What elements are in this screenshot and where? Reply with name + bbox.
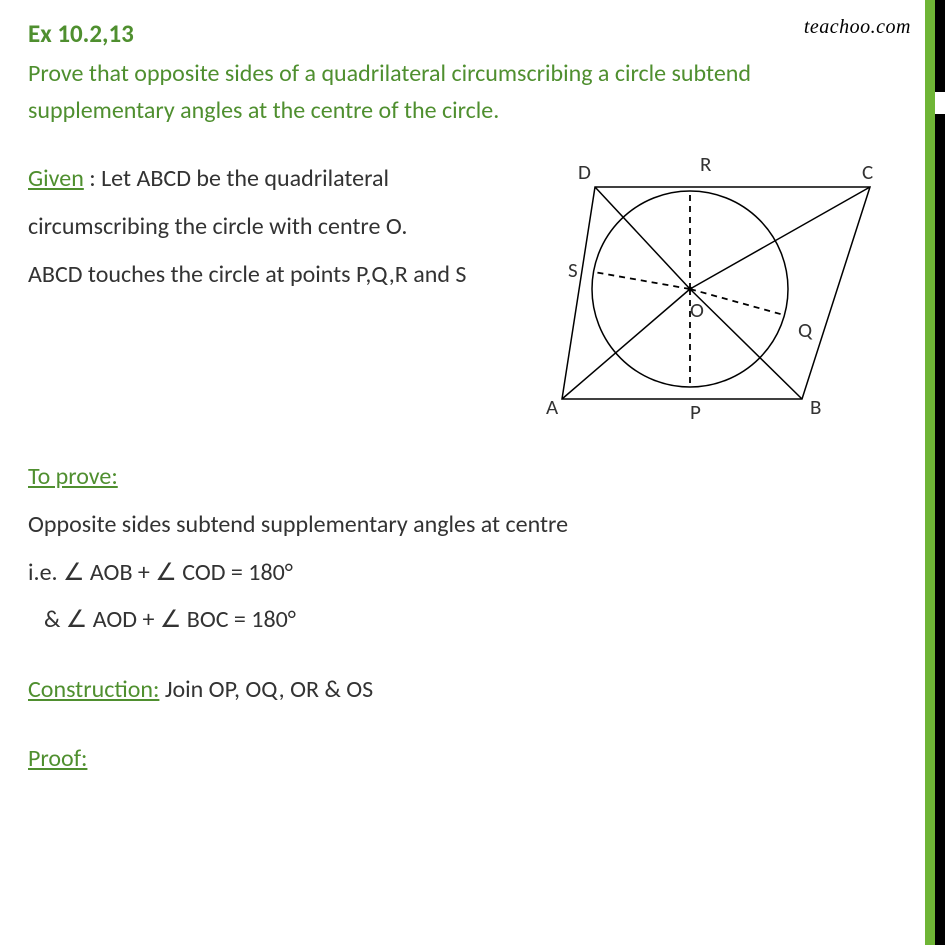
border-gap <box>935 92 945 114</box>
to-prove-line2: i.e. ∠ AOB + ∠ COD = 180° <box>28 553 870 593</box>
diagram-svg: A B C D P R S Q O <box>490 139 890 439</box>
given-block: Given : Let ABCD be the quadrilateral ci… <box>28 159 538 294</box>
construction-heading: Construction: <box>28 675 159 704</box>
page-content: Ex 10.2,13 Prove that opposite sides of … <box>0 0 900 779</box>
line-OB <box>690 289 802 399</box>
problem-statement: Prove that opposite sides of a quadrilat… <box>28 55 870 129</box>
line-OA <box>562 289 690 399</box>
exercise-number: Ex 10.2,13 <box>28 18 870 49</box>
label-P: P <box>690 399 701 425</box>
page-right-border <box>925 0 945 945</box>
border-green-strip <box>925 0 935 945</box>
given-line2: ABCD touches the circle at points P,Q,R … <box>28 255 538 295</box>
label-S: S <box>568 257 578 283</box>
to-prove-block: To prove: <box>28 457 870 497</box>
given-heading: Given <box>28 164 84 193</box>
geometry-diagram: A B C D P R S Q O <box>490 139 890 439</box>
label-R: R <box>700 151 712 177</box>
given-and-diagram-row: Given : Let ABCD be the quadrilateral ci… <box>28 159 870 449</box>
given-line1a: : Let ABCD be the quadrilateral <box>84 164 389 193</box>
center-point-O <box>688 287 693 292</box>
proof-heading: Proof: <box>28 744 87 773</box>
construction-body: Join OP, OQ, OR & OS <box>159 675 373 704</box>
label-C: C <box>862 159 873 185</box>
label-D: D <box>578 159 591 185</box>
construction-block: Construction: Join OP, OQ, OR & OS <box>28 670 870 710</box>
to-prove-heading: To prove: <box>28 462 118 491</box>
quadrilateral-ABCD <box>562 187 870 399</box>
brand-watermark: teachoo.com <box>804 16 911 39</box>
label-O: O <box>690 297 704 323</box>
to-prove-line1: Opposite sides subtend supplementary ang… <box>28 505 870 545</box>
label-A: A <box>546 394 559 420</box>
to-prove-line3: & ∠ AOD + ∠ BOC = 180° <box>28 600 870 640</box>
border-black-strip <box>935 0 945 945</box>
given-line1b: circumscribing the circle with centre O. <box>28 207 538 247</box>
line-OD <box>595 187 690 289</box>
label-B: B <box>810 394 821 420</box>
label-Q: Q <box>798 317 813 343</box>
proof-block: Proof: <box>28 739 870 779</box>
line-OC <box>690 187 870 289</box>
